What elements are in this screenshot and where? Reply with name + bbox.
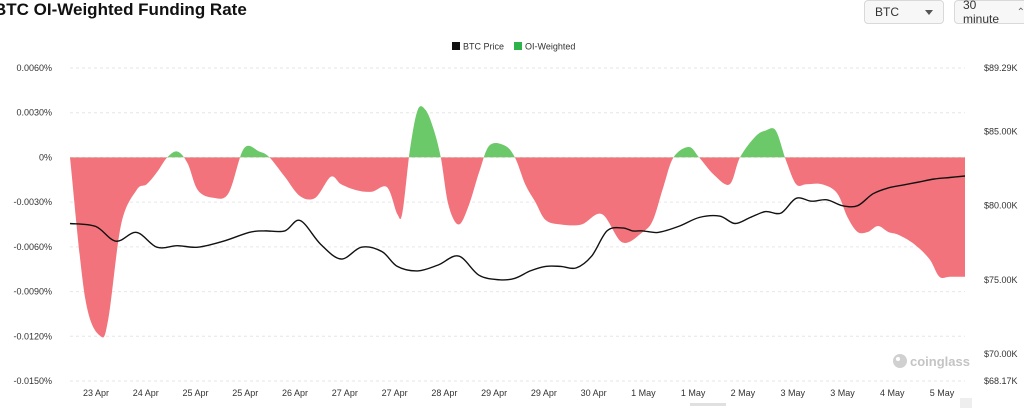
legend-swatch-oi-weighted — [514, 42, 522, 50]
x-tick-label: 1 May — [631, 388, 656, 398]
left-tick-label: 0% — [39, 152, 52, 162]
left-tick-label: -0.0060% — [13, 242, 52, 252]
interval-select-value: 30 minute — [963, 0, 1000, 26]
x-tick-label: 26 Apr — [282, 388, 308, 398]
oi-weighted-positive-area — [70, 106, 965, 158]
interval-select[interactable]: 30 minute ⌃ — [954, 0, 1024, 26]
x-tick-label: 30 Apr — [581, 388, 607, 398]
x-tick-label: 25 Apr — [183, 388, 209, 398]
x-tick-label: 29 Apr — [481, 388, 507, 398]
gridlines — [70, 67, 965, 382]
left-tick-label: -0.0030% — [13, 197, 52, 207]
left-tick-label: 0.0060% — [16, 63, 52, 73]
x-tick-label: 4 May — [880, 388, 905, 398]
left-tick-label: -0.0120% — [13, 331, 52, 341]
x-tick-label: 28 Apr — [431, 388, 457, 398]
coinglass-logo-icon — [893, 354, 907, 368]
right-tick-label: $68.17K — [984, 376, 1018, 386]
x-tick-label: 3 May — [830, 388, 855, 398]
watermark: coinglass — [893, 354, 970, 369]
x-tick-label: 23 Apr — [83, 388, 109, 398]
x-tick-label: 2 May — [731, 388, 756, 398]
asset-select[interactable]: BTC — [864, 0, 944, 24]
right-tick-label: $70.00K — [984, 349, 1018, 359]
right-tick-label: $80.00K — [984, 201, 1018, 211]
right-tick-label: $85.00K — [984, 127, 1018, 137]
x-tick-label: 1 May — [681, 388, 706, 398]
oi-weighted-negative-area — [70, 157, 965, 338]
right-axis: $89.29K $85.00K $80.00K $75.00K $70.00K $68.1… — [984, 63, 1018, 386]
x-tick-label: 25 Apr — [232, 388, 258, 398]
legend-swatch-btc-price — [452, 42, 460, 50]
left-tick-label: -0.0150% — [13, 376, 52, 386]
x-tick-label: 27 Apr — [382, 388, 408, 398]
watermark-text: coinglass — [910, 354, 970, 369]
left-axis: 0.0060% 0.0030% 0% -0.0030% -0.0060% -0.0090%… — [13, 63, 52, 386]
x-tick-label: 5 May — [930, 388, 955, 398]
left-tick-label: -0.0090% — [13, 287, 52, 297]
left-tick-label: 0.0030% — [16, 108, 52, 118]
x-axis: 23 Apr 24 Apr 25 Apr 25 Apr 26 Apr 27 Apr 27 A… — [83, 388, 955, 398]
funding-rate-areas — [70, 106, 965, 338]
btc-price-line — [69, 175, 966, 281]
chart-title: BTC OI-Weighted Funding Rate — [0, 0, 247, 19]
chevron-down-icon — [925, 9, 933, 15]
right-tick-label: $89.29K — [984, 63, 1018, 73]
asset-select-value: BTC — [875, 5, 899, 19]
legend-label-oi-weighted: OI-Weighted — [525, 42, 575, 52]
scroll-indicators — [690, 398, 972, 408]
legend-label-btc-price: BTC Price — [463, 42, 504, 52]
legend[interactable]: BTC Price OI-Weighted — [452, 42, 575, 52]
x-tick-label: 27 Apr — [332, 388, 358, 398]
updown-icon: ⌃ — [1016, 6, 1024, 18]
x-tick-label: 29 Apr — [531, 388, 557, 398]
x-tick-label: 3 May — [780, 388, 805, 398]
x-tick-label: 24 Apr — [133, 388, 159, 398]
right-tick-label: $75.00K — [984, 275, 1018, 285]
